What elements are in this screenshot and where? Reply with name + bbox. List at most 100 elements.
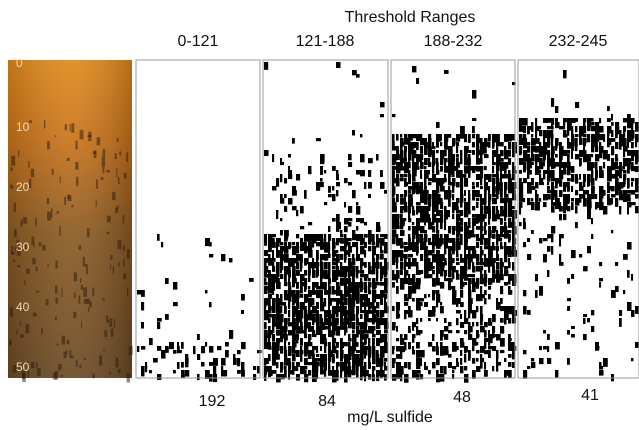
core-spot	[82, 256, 85, 267]
speckle	[276, 310, 281, 318]
speckle	[476, 226, 481, 230]
speckle	[428, 318, 431, 322]
speckle	[400, 218, 405, 226]
speckle	[408, 194, 413, 201]
speckle	[344, 322, 347, 329]
speckle	[508, 238, 511, 243]
speckle	[611, 198, 614, 205]
speckle	[571, 166, 575, 173]
speckle	[619, 194, 624, 201]
speckle	[607, 138, 612, 146]
speckle	[280, 366, 283, 373]
speckle	[284, 242, 288, 250]
speckle	[484, 174, 489, 180]
speckle	[444, 174, 447, 181]
speckle	[440, 346, 445, 354]
speckle	[237, 350, 241, 355]
speckle	[480, 234, 485, 240]
speckle	[472, 134, 476, 139]
speckle	[320, 262, 324, 271]
speckle	[591, 194, 595, 200]
speckle	[472, 282, 477, 287]
speckle	[591, 118, 594, 122]
speckle	[484, 278, 487, 287]
speckle	[508, 138, 512, 142]
speckle	[603, 206, 608, 215]
speckle	[300, 246, 303, 251]
speckle	[412, 190, 416, 195]
speckle	[484, 222, 487, 227]
speckle	[575, 206, 578, 214]
speckle	[348, 262, 353, 270]
speckle	[145, 366, 148, 373]
speckle	[611, 290, 616, 298]
speckle	[352, 322, 356, 330]
core-spot	[27, 370, 29, 378]
speckle	[340, 302, 345, 310]
speckle	[396, 338, 400, 342]
speckle	[432, 270, 435, 275]
speckle	[376, 238, 381, 243]
speckle	[551, 142, 554, 148]
speckle	[575, 134, 579, 138]
speckle	[539, 166, 544, 170]
speckle	[440, 202, 444, 210]
speckle	[563, 194, 568, 203]
speckle	[396, 250, 401, 258]
speckle	[408, 186, 413, 190]
speckle	[292, 242, 296, 246]
speckle	[480, 258, 484, 263]
speckle	[372, 338, 375, 345]
speckle	[444, 214, 449, 220]
speckle	[436, 230, 440, 234]
speckle	[221, 254, 226, 262]
speckle	[456, 154, 459, 158]
speckle	[392, 222, 397, 228]
speckle	[332, 370, 336, 377]
speckle	[480, 214, 485, 222]
speckle	[396, 146, 399, 152]
speckle	[448, 354, 452, 358]
speckle	[531, 362, 536, 369]
speckle	[595, 194, 598, 200]
speckle	[332, 262, 337, 266]
speckle	[567, 150, 571, 154]
speckle	[512, 314, 516, 320]
speckle	[356, 270, 360, 274]
speckle	[460, 350, 463, 356]
speckle	[508, 370, 512, 379]
speckle	[276, 242, 280, 247]
speckle	[472, 226, 475, 234]
speckle	[460, 234, 463, 243]
speckle	[436, 170, 440, 175]
speckle	[440, 142, 443, 147]
speckle	[504, 210, 508, 218]
speckle	[615, 190, 619, 196]
speckle	[555, 178, 559, 184]
speckle	[488, 230, 492, 238]
speckle	[416, 246, 419, 254]
core-spot	[116, 167, 118, 178]
speckle	[448, 238, 453, 243]
speckle	[372, 286, 376, 290]
speckle	[364, 286, 368, 294]
speckle	[619, 206, 622, 215]
speckle	[484, 190, 487, 195]
speckle	[356, 370, 359, 378]
speckle	[611, 194, 616, 198]
speckle	[420, 330, 423, 334]
speckle	[408, 146, 413, 155]
speckle	[300, 338, 303, 346]
core-spot	[27, 361, 29, 368]
speckle	[452, 194, 455, 201]
speckle	[452, 290, 457, 297]
speckle	[484, 178, 487, 185]
speckle	[500, 238, 503, 242]
speckle	[519, 202, 523, 208]
speckle	[504, 270, 509, 277]
speckle	[412, 282, 417, 287]
speckle	[356, 258, 359, 262]
speckle	[635, 206, 639, 214]
speckle	[567, 206, 571, 212]
speckle	[197, 334, 200, 341]
